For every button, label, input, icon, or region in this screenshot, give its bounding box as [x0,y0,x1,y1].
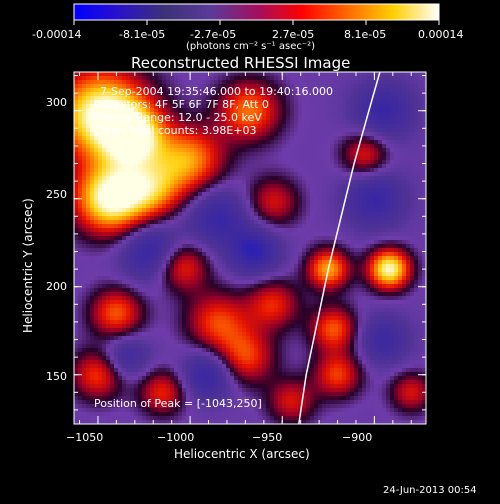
timestamp: 24-Jun-2013 00:54 [383,485,477,497]
colorbar [74,4,439,20]
colorbar-tick-1: -0.00014 [32,29,81,41]
chart-title: Reconstructed RHESSI Image [131,55,350,71]
colorbar-tick-6: 0.00014 [418,29,464,41]
x-tick-label-1050: −1050 [66,432,103,444]
x-tick-label-900: −900 [342,432,372,444]
x-axis-label: Heliocentric X (arcsec) [174,448,310,460]
annotation-clean: Clean Total counts: 3.98E+03 [94,125,257,137]
annotation-peak: Position of Peak = [-1043,250] [94,398,262,410]
y-tick-label-150: 150 [46,371,67,383]
colorbar-tick-2: -8.1e-05 [119,29,165,41]
y-tick-label-300: 300 [46,97,67,109]
x-tick-label-950: −950 [252,432,282,444]
annotation-time: 7-Sep-2004 19:35:46.000 to 19:40:16.000 [100,86,333,98]
y-tick-label-250: 250 [46,189,67,201]
colorbar-tick-4: 2.7e-05 [272,29,314,41]
annotation-energy: Energy Range: 12.0 - 25.0 keV [94,112,262,124]
colorbar-tick-5: 8.1e-05 [344,29,386,41]
x-tick-label-1000: −1000 [157,432,194,444]
y-tick-label-200: 200 [46,281,67,293]
colorbar-unit: (photons cm⁻² s⁻¹ asec⁻²) [186,41,315,53]
colorbar-tick-3: -2.7e-05 [190,29,236,41]
annotation-detectors: Detectors: 4F 5F 6F 7F 8F, Att 0 [94,99,269,111]
y-axis-label: Heliocentric Y (arcsec) [22,198,34,333]
